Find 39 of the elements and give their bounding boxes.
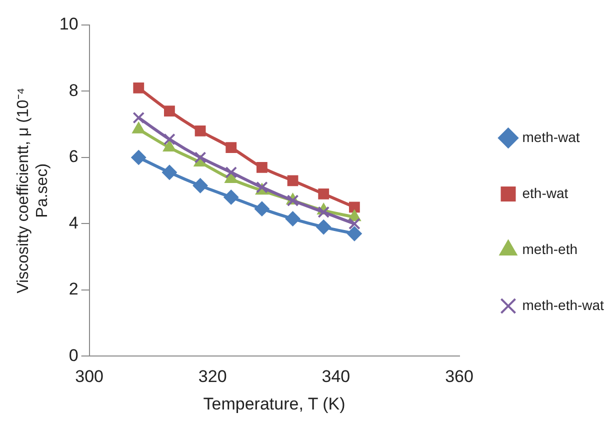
point [224,190,239,205]
point [132,112,145,124]
point [162,140,176,152]
point [318,206,330,218]
point [162,164,177,180]
point [194,152,206,164]
point [256,162,268,173]
point [225,166,238,178]
legend-label: meth-wat [522,128,580,145]
point [192,178,208,194]
point [318,188,330,200]
point [348,202,360,213]
point [133,82,144,94]
x-tick-label: 360 [445,367,474,386]
point [131,150,146,165]
point [164,106,175,117]
y-axis-title: Viscositty coefficientt, μ (10⁻⁴ Pa.sec) [15,88,52,294]
point [194,126,206,136]
legend-label: eth-wat [522,184,568,201]
y-tick-label: 4 [68,213,78,232]
y-tick-label: 8 [68,80,78,100]
point [164,133,176,146]
point [226,142,237,153]
point [348,218,360,230]
y-tick-label: 0 [68,346,78,365]
legend-label: meth-eth-wat [522,296,604,313]
point [287,175,298,186]
legend-label: meth-eth [522,240,578,257]
x-tick-label: 300 [75,367,104,386]
x-tick-label: 320 [198,367,227,386]
y-tick-label: 6 [68,147,78,166]
y-tick-label: 2 [68,280,78,299]
point [316,220,332,235]
point [346,226,362,242]
point [285,211,300,226]
point [254,201,270,216]
x-axis-title: Temperature, T (K) [203,394,346,414]
y-tick-label: 10 [59,14,78,34]
x-tick-label: 340 [322,367,350,386]
